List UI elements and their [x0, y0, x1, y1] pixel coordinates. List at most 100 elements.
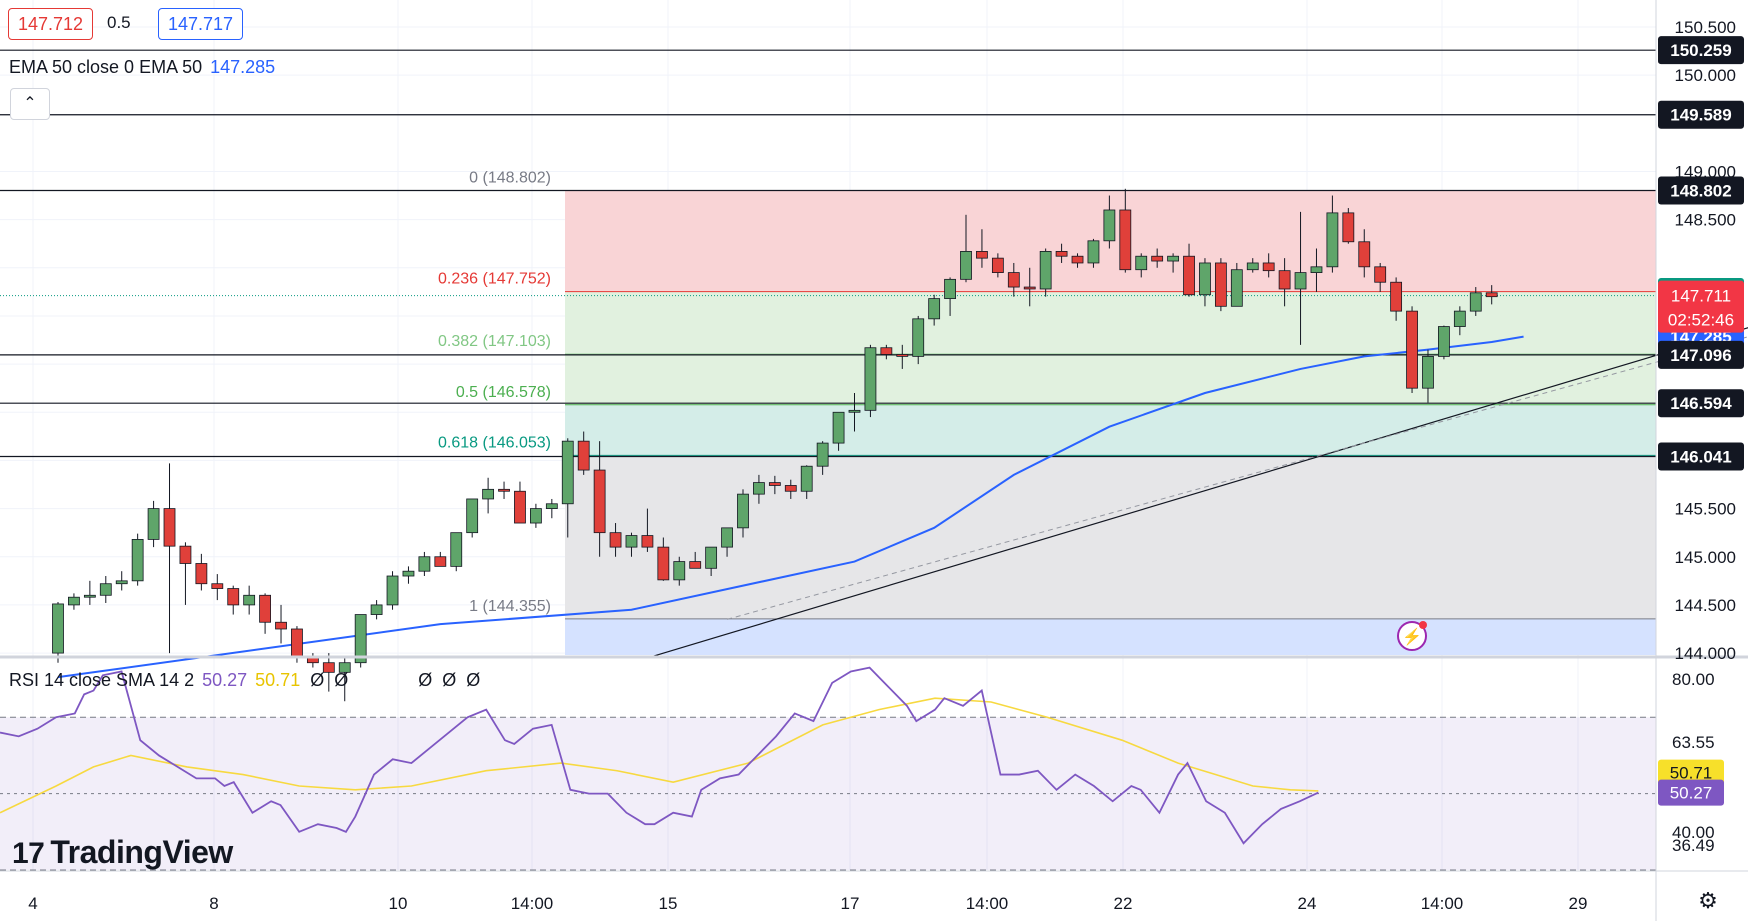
price-tags: 150.259149.589148.802147.748147.285147.0…	[1397, 36, 1744, 806]
candle-bull	[673, 561, 686, 581]
time-tick-label: 29	[1569, 894, 1588, 913]
candle-bear	[1358, 241, 1371, 268]
candle-bull	[737, 493, 749, 529]
bid-price[interactable]: 147.712	[8, 8, 94, 40]
time-tick-label: 14:00	[511, 894, 554, 913]
fib-level-label: 0.618 (146.053)	[438, 434, 551, 451]
candle-bear	[1485, 292, 1498, 298]
candle-bear	[1071, 255, 1084, 264]
candle-bull	[338, 662, 351, 673]
candle-bull	[52, 603, 64, 654]
candle-bull	[1246, 262, 1259, 271]
candle-bull	[1438, 326, 1450, 357]
time-tick-label: 24	[1298, 894, 1317, 913]
candle-bear	[259, 594, 271, 623]
candle-bull	[1039, 251, 1052, 290]
price-tag: 146.041	[1670, 447, 1731, 466]
candle-bull	[721, 527, 733, 548]
price-tag: 147.096	[1670, 346, 1731, 365]
time-tick-label: 14:00	[1421, 894, 1464, 913]
candle-bull	[99, 583, 112, 596]
candle-bear	[275, 621, 287, 630]
candle-bear	[1055, 251, 1068, 257]
fib-level-label: 0.382 (147.103)	[438, 333, 551, 350]
candle-bull	[1422, 355, 1434, 389]
candle-bear	[880, 347, 893, 355]
candle-bear	[1390, 281, 1403, 312]
candle-bull	[928, 298, 941, 320]
na-value: Ø	[442, 670, 457, 690]
time-tick-label: 22	[1114, 894, 1133, 913]
candle-bear	[291, 628, 303, 659]
candle-bull	[1230, 269, 1243, 307]
candle-bear	[1214, 262, 1227, 307]
fibonacci-retracement[interactable]: 0 (148.802) 0.236 (147.752) 0.382 (147.103…	[438, 170, 1656, 655]
price-tick-label: 144.500	[1675, 596, 1736, 615]
price-tick-label: 148.500	[1675, 211, 1736, 230]
rsi-pane	[0, 666, 1656, 871]
lightning-glyph: ⚡	[1402, 627, 1422, 646]
lightning-alert-icon	[1397, 621, 1427, 651]
candle-bull	[1087, 240, 1100, 264]
candle-bull	[370, 604, 383, 615]
candle-bull	[912, 318, 925, 357]
rsi-legend[interactable]: RSI 14 close SMA 14 2 50.27 50.71 Ø Ø Ø Ø Ø	[9, 670, 480, 691]
rsi-legend-value: 50.27	[202, 670, 248, 690]
fib-zone	[565, 455, 1656, 619]
na-value: Ø	[334, 670, 349, 690]
candle-bull	[386, 575, 399, 606]
candle-bull	[1294, 272, 1307, 290]
price-tag-box	[1658, 442, 1744, 471]
candle-bear	[689, 561, 702, 569]
fib-zone	[565, 404, 1656, 456]
fib-level-label: 1 (144.355)	[469, 598, 551, 615]
candle-bull	[115, 580, 128, 585]
collapse-legend-button[interactable]: ⌃	[10, 88, 50, 120]
ema-legend[interactable]: EMA 50 close 0 EMA 50 147.285	[9, 57, 275, 78]
price-tag-box	[1658, 389, 1744, 418]
candle-bear	[498, 488, 510, 492]
candle-bull	[1167, 255, 1179, 262]
time-tick-label: 10	[389, 894, 408, 913]
price-tag-box	[1658, 340, 1744, 369]
time-tick-label: 17	[841, 894, 860, 913]
candle-bear	[211, 583, 224, 589]
candle-bull	[530, 508, 542, 524]
ask-price[interactable]: 147.717	[158, 8, 244, 40]
candle-bull	[944, 278, 956, 300]
candle-bull	[1135, 255, 1148, 271]
logo-text: TradingView	[50, 834, 233, 870]
time-tick-label: 15	[659, 894, 678, 913]
gear-icon[interactable]: ⚙	[1698, 888, 1718, 913]
candle-bull	[482, 488, 495, 500]
rsi-tag: 50.27	[1670, 784, 1713, 803]
candle-bull	[83, 594, 96, 598]
candle-bear	[322, 662, 335, 673]
last-price-label: 147.711	[1671, 287, 1731, 306]
candle-bull	[466, 498, 479, 534]
candle-bull	[832, 411, 845, 444]
candle-bear	[641, 535, 654, 548]
time-tick-label: 8	[209, 894, 218, 913]
price-tick-label: 145.500	[1675, 500, 1736, 519]
candlesticks	[52, 188, 1498, 702]
rsi-line	[0, 666, 1319, 845]
candle-bull	[816, 442, 829, 467]
trendline-dashed	[726, 336, 1748, 620]
price-tag-box	[1658, 36, 1744, 65]
ema-legend-label: EMA 50 close 0 EMA 50	[9, 57, 203, 77]
tradingview-logo[interactable]: 17 TradingView	[12, 834, 233, 871]
candle-bear	[1007, 272, 1020, 288]
candle-bull	[1326, 212, 1339, 268]
fib-zone	[565, 291, 1656, 355]
candle-bull	[753, 482, 765, 495]
candle-bear	[195, 563, 208, 585]
candle-bull	[1199, 262, 1211, 296]
last-price-box	[1658, 280, 1744, 333]
candle-bear	[1406, 310, 1418, 389]
candle-bull	[848, 409, 861, 413]
price-tag: 149.589	[1670, 106, 1731, 125]
candle-bull	[402, 570, 415, 577]
candle-bear	[179, 545, 192, 564]
